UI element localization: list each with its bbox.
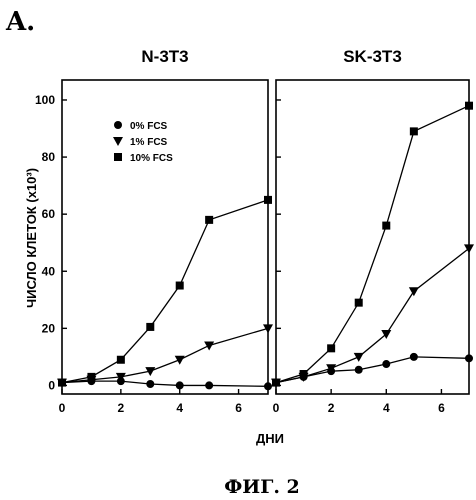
- series-line-fcs-1: [275, 247, 470, 384]
- x-tick-label: 6: [235, 401, 242, 415]
- x-axis-label: ДНИ: [256, 431, 284, 446]
- data-point-fcs-10: [116, 355, 125, 364]
- data-point-fcs-10: [146, 322, 155, 331]
- data-point-fcs-10: [299, 370, 308, 379]
- y-tick-label: 100: [35, 93, 55, 107]
- panel-title: SK-3T3: [343, 47, 402, 66]
- data-point-fcs-1: [408, 287, 419, 297]
- x-tick-label: 4: [176, 401, 183, 415]
- data-point-fcs-10: [58, 378, 66, 387]
- legend-marker-fcs-10: [114, 153, 122, 161]
- legend-label-fcs-0: 0% FCS: [130, 121, 168, 132]
- y-axis-label: ЧИСЛО КЛЕТОК (x10³): [24, 168, 39, 308]
- data-point-fcs-0: [264, 382, 272, 391]
- data-point-fcs-0: [175, 381, 184, 390]
- legend-label-fcs-1: 1% FCS: [130, 137, 168, 148]
- legend-marker-fcs-1: [113, 137, 123, 146]
- data-point-fcs-10: [354, 298, 363, 307]
- plot-frame: [275, 79, 470, 395]
- data-point-fcs-1: [263, 324, 273, 334]
- data-point-fcs-0: [205, 381, 214, 390]
- data-point-fcs-1: [204, 341, 215, 351]
- y-tick-label: 20: [42, 321, 56, 335]
- plot-frame: [61, 79, 269, 395]
- data-point-fcs-10: [382, 221, 391, 230]
- data-point-fcs-1: [353, 352, 364, 362]
- data-point-fcs-1: [145, 367, 156, 377]
- x-tick-label: 2: [118, 401, 125, 415]
- chart-panel-sk3t3: SK-3T3 0 2 4 6: [271, 47, 474, 415]
- data-point-fcs-10: [264, 195, 272, 204]
- data-point-fcs-10: [409, 127, 418, 136]
- x-tick-label: 2: [328, 401, 335, 415]
- data-point-fcs-1: [115, 372, 126, 382]
- data-point-fcs-10: [465, 101, 473, 110]
- x-tick-label: 0: [59, 401, 66, 415]
- data-point-fcs-10: [205, 215, 214, 224]
- figure-caption: ФИГ. 2: [224, 476, 300, 498]
- x-tick-label: 4: [383, 401, 390, 415]
- legend-label-fcs-10: 10% FCS: [130, 153, 173, 164]
- y-tick-label: 60: [42, 207, 56, 221]
- y-tick-label: 0: [48, 378, 55, 392]
- data-point-fcs-0: [382, 360, 391, 369]
- series-line-fcs-10: [61, 199, 269, 384]
- data-point-fcs-0: [146, 380, 155, 389]
- data-point-fcs-0: [409, 352, 418, 361]
- x-tick-label: 0: [273, 401, 280, 415]
- y-tick-label: 40: [42, 264, 56, 278]
- y-tick-label: 80: [42, 150, 56, 164]
- data-point-fcs-1: [381, 330, 392, 340]
- data-point-fcs-10: [175, 281, 184, 290]
- data-point-fcs-0: [354, 365, 363, 374]
- data-point-fcs-1: [464, 244, 474, 254]
- data-point-fcs-1: [326, 364, 337, 374]
- panel-letter: A.: [5, 7, 35, 37]
- x-tick-label: 6: [438, 401, 445, 415]
- data-point-fcs-10: [327, 344, 336, 353]
- series-line-fcs-10: [275, 105, 470, 384]
- data-point-fcs-0: [465, 354, 473, 363]
- data-point-fcs-1: [174, 355, 185, 365]
- panel-title: N-3T3: [141, 47, 188, 66]
- data-point-fcs-10: [87, 372, 96, 381]
- legend-marker-fcs-0: [114, 121, 122, 129]
- data-point-fcs-10: [272, 378, 280, 387]
